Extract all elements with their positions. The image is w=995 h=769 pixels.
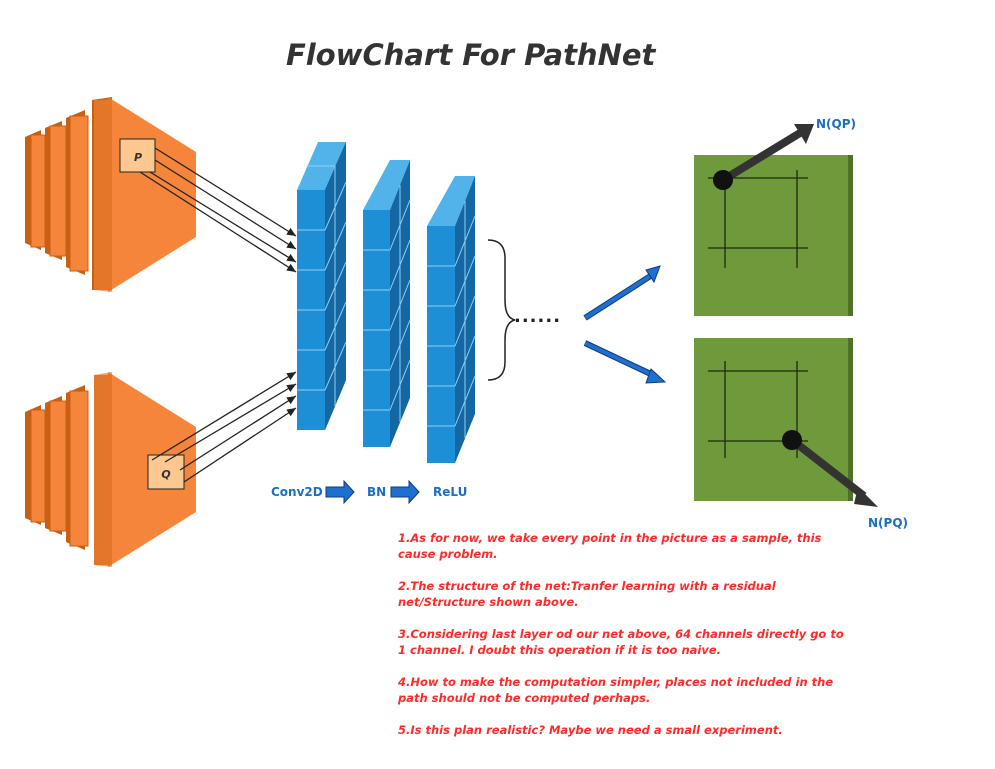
output-map-bottom <box>694 338 878 507</box>
arrows-q-to-conv <box>151 371 297 483</box>
note-item: 3.Considering last layer od our net abov… <box>398 627 844 657</box>
note-item: 5.Is this plan realistic? Maybe we need … <box>398 723 783 737</box>
layer-label-conv2d: Conv2D <box>271 485 323 499</box>
notes-list: 1.As for now, we take every point in the… <box>398 530 858 754</box>
curly-brace <box>487 239 516 381</box>
note-item: 4.How to make the computation simpler, p… <box>398 675 834 705</box>
patch-q-label: Q <box>161 468 170 481</box>
split-arrow-down <box>583 340 667 384</box>
arrow-conv-to-bn <box>325 479 355 505</box>
note-item: 2.The structure of the net:Tranfer learn… <box>398 579 776 609</box>
patch-p <box>119 138 156 173</box>
feature-map-stack-top <box>25 97 196 292</box>
output-map-top <box>694 124 853 316</box>
patch-p-label: P <box>134 151 142 164</box>
output-label-pq: N(PQ) <box>868 516 909 530</box>
layer-block-relu <box>427 176 476 463</box>
ellipsis: ...... <box>514 306 562 327</box>
layer-label-relu: ReLU <box>433 485 468 499</box>
arrows-p-to-conv <box>139 147 297 273</box>
page-title: FlowChart For PathNet <box>286 38 656 72</box>
output-label-qp: N(QP) <box>816 117 857 131</box>
note-item: 1.As for now, we take every point in the… <box>398 531 822 561</box>
split-arrow-up <box>583 265 661 321</box>
layer-block-bn <box>363 160 411 447</box>
layer-label-bn: BN <box>367 485 387 499</box>
arrow-bn-to-relu <box>390 479 420 505</box>
layer-block-conv2d <box>297 142 347 430</box>
